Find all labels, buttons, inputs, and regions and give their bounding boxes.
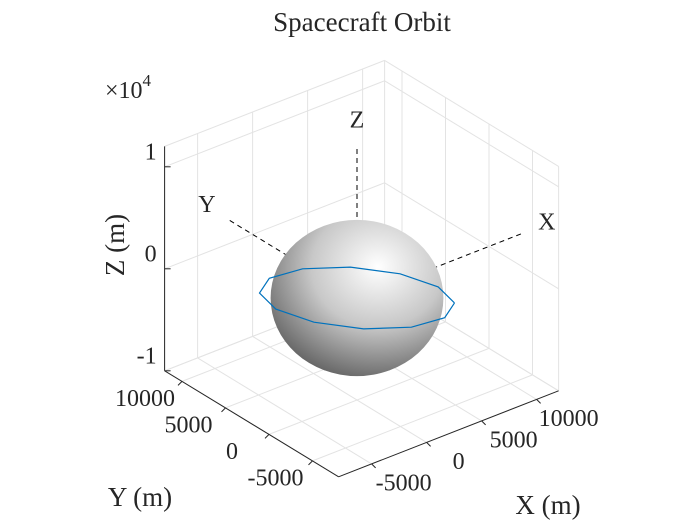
grid-line — [384, 80, 559, 188]
y-tick-label: 10000 — [115, 386, 175, 412]
x-tick-label: 5000 — [490, 427, 538, 453]
grid-line — [268, 347, 490, 435]
grid-line — [384, 182, 559, 290]
triad-label: Y — [198, 192, 215, 218]
box-edge — [384, 59, 559, 167]
grid-line — [164, 182, 385, 270]
x-axis-label: X (m) — [515, 490, 580, 520]
y-tick — [308, 460, 313, 466]
orbit-line — [258, 266, 456, 330]
z-multiplier: ×104 — [105, 71, 152, 104]
triad-label: X — [538, 209, 555, 235]
z-tick-label: -1 — [137, 343, 157, 369]
y-tick — [264, 434, 270, 439]
sphere — [270, 219, 444, 377]
x-tick — [481, 420, 486, 426]
y-axis-label: Y (m) — [108, 482, 172, 512]
x-tick — [371, 463, 376, 469]
y-tick-label: 0 — [226, 439, 238, 465]
y-axis — [164, 370, 339, 478]
triad-label: Z — [350, 108, 365, 134]
z-tick-label: 0 — [145, 241, 157, 267]
x-tick — [426, 442, 431, 447]
z-axis-label: Z (m) — [100, 214, 130, 276]
x-tick — [536, 399, 541, 404]
y-tick-label: 5000 — [165, 412, 213, 438]
x-tick-label: 10000 — [539, 406, 599, 432]
grid-line — [197, 357, 372, 465]
z-multiplier-base: ×10 — [105, 78, 143, 104]
z-multiplier-exponent: 4 — [143, 71, 152, 90]
grid-line — [252, 335, 427, 443]
grid-line — [312, 374, 533, 462]
x-tick-label: 0 — [453, 449, 465, 475]
x-tick-label: -5000 — [376, 470, 432, 496]
chart-title: Spacecraft Orbit — [273, 7, 451, 37]
box-edge — [164, 59, 385, 147]
z-tick-label: 1 — [145, 139, 157, 165]
y-tick — [177, 381, 183, 386]
x-axis — [338, 390, 559, 478]
y-tick-label: -5000 — [248, 465, 304, 491]
y-tick — [221, 407, 226, 413]
grid-line — [164, 80, 385, 168]
